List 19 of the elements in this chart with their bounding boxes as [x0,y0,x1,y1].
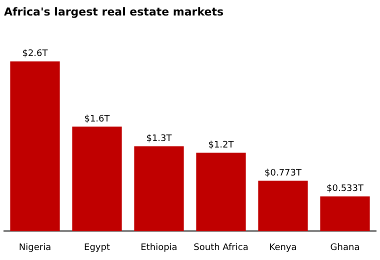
data-label: $0.533T [326,184,364,194]
data-label: $1.6T [84,114,110,125]
bar [10,61,60,232]
bar [258,180,308,232]
data-label: $1.2T [208,140,234,151]
x-tick-label: Ethiopia [140,242,178,253]
data-label: $0.773T [264,168,302,179]
x-tick-label: Nigeria [18,242,52,253]
bar [196,152,246,232]
data-label: $2.6T [22,49,48,60]
bar [320,196,370,232]
bar [134,146,184,232]
x-tick-label: Egypt [84,242,110,253]
chart-title: Africa's largest real estate markets [4,5,224,18]
x-tick-label: South Africa [194,242,248,253]
bar [72,126,122,232]
x-tick-label: Ghana [330,242,360,253]
data-label: $1.3T [146,134,172,144]
x-tick-label: Kenya [269,242,297,253]
